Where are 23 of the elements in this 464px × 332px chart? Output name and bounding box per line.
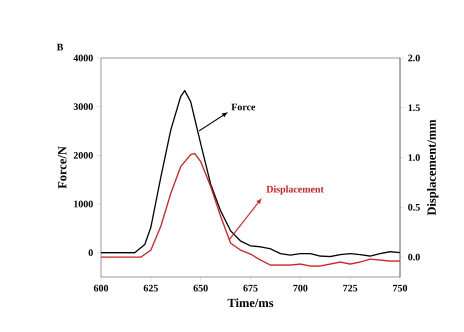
y2-axis-title: Displacement/mm [427, 120, 438, 216]
x-tick-label: 725 [343, 284, 358, 292]
y-tick-label: 2000 [74, 152, 93, 159]
y2-tick-label: 2.0 [408, 54, 420, 62]
x-tick-label: 700 [293, 284, 308, 292]
y2-tick-label: 1.5 [408, 104, 420, 112]
x-tick-label: 600 [94, 284, 108, 292]
y-tick-label: 4000 [73, 54, 93, 62]
text: B [56, 44, 64, 50]
y2-tick-label: 0.5 [408, 204, 420, 211]
x-tick-label: 650 [194, 284, 208, 292]
x-tick-label: 625 [144, 284, 158, 292]
x-tick-label: 750 [393, 284, 408, 292]
y-tick-label: 0 [88, 249, 93, 256]
annotation: Displacement [266, 186, 324, 195]
y2-tick-label: 0.0 [408, 254, 420, 260]
y2-tick-label: 1.0 [408, 154, 420, 161]
y-tick-label: 3000 [74, 103, 93, 110]
y-tick-label: 1000 [74, 200, 93, 208]
x-tick-label: 675 [243, 284, 258, 292]
annotation: Force [231, 104, 256, 110]
y-axis-title: Force/N [58, 146, 66, 189]
x-axis-title: Time/ms [228, 298, 274, 308]
